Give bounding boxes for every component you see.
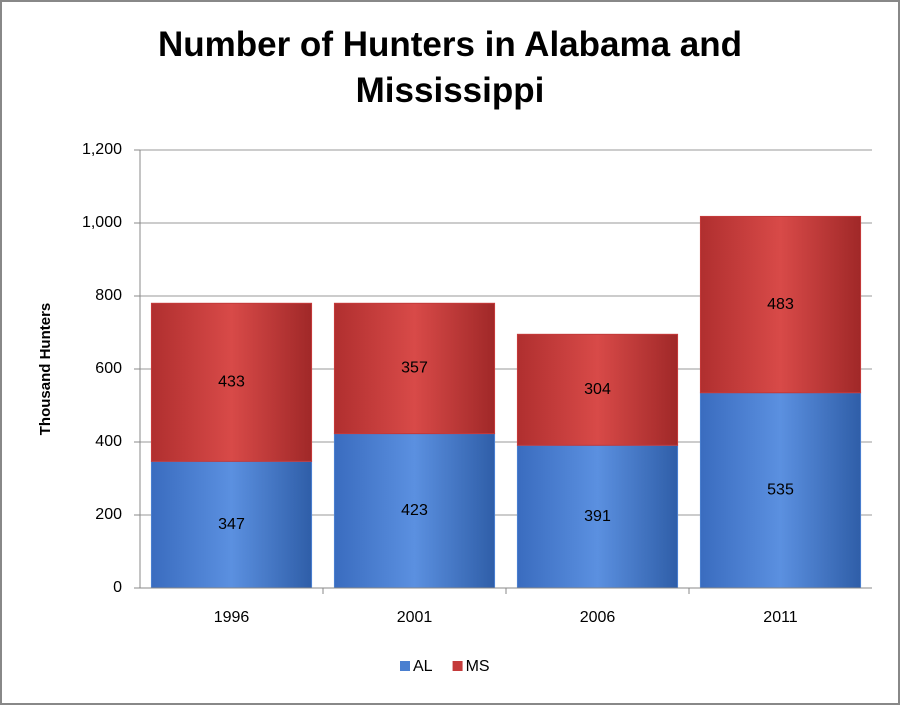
data-label: 357: [401, 360, 428, 377]
data-label: 433: [218, 374, 245, 391]
data-label: 304: [584, 381, 611, 398]
legend-label: MS: [466, 658, 490, 675]
data-label: 347: [218, 516, 245, 533]
bar-segment: [333, 433, 496, 589]
data-label: 391: [584, 508, 611, 525]
chart-title: Number of Hunters in Alabama and Mississ…: [157, 25, 743, 110]
legend-label: AL: [413, 658, 433, 675]
y-tick-label: 200: [95, 506, 122, 523]
y-axis-label: Thousand Hunters: [37, 303, 54, 436]
bar-segment: [150, 302, 313, 462]
y-tick-label: 400: [95, 433, 122, 450]
data-label: 423: [401, 502, 428, 519]
x-tick-label: 2006: [580, 609, 616, 626]
legend-swatch: [452, 661, 463, 671]
y-tick-label: 1,000: [82, 214, 122, 231]
y-tick-label: 800: [95, 287, 122, 304]
x-tick-label: 2001: [397, 609, 433, 626]
bar-segment: [333, 302, 496, 435]
x-tick-label: 2011: [763, 609, 798, 626]
bar-segment: [699, 215, 862, 394]
bar-segment: [150, 460, 313, 589]
data-label: 535: [767, 482, 794, 499]
bar-segment: [516, 444, 679, 589]
y-tick-label: 600: [95, 360, 122, 377]
bar-segment: [699, 392, 862, 589]
bar-segment: [516, 333, 679, 446]
x-tick-label: 1996: [214, 609, 250, 626]
data-label: 483: [767, 296, 794, 313]
y-tick-label: 0: [113, 579, 122, 596]
legend-swatch: [400, 661, 410, 671]
y-tick-label: 1,200: [82, 141, 122, 158]
